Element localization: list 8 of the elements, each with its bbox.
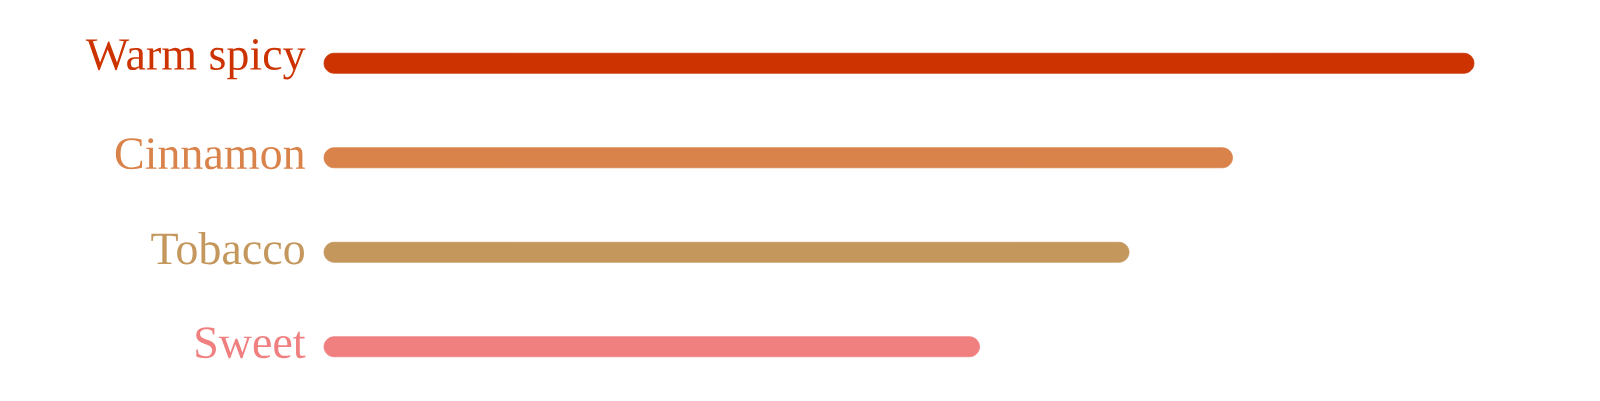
bar [323, 52, 1475, 74]
y-tick-label: Warm spicy [85, 39, 306, 80]
y-tick-label: Tobacco [151, 232, 304, 265]
bar [323, 241, 1130, 263]
bar [323, 336, 980, 358]
y-tick-label: Cinnamon [115, 138, 305, 170]
bar [323, 147, 1233, 169]
y-tick-label: Sweet [196, 327, 306, 359]
